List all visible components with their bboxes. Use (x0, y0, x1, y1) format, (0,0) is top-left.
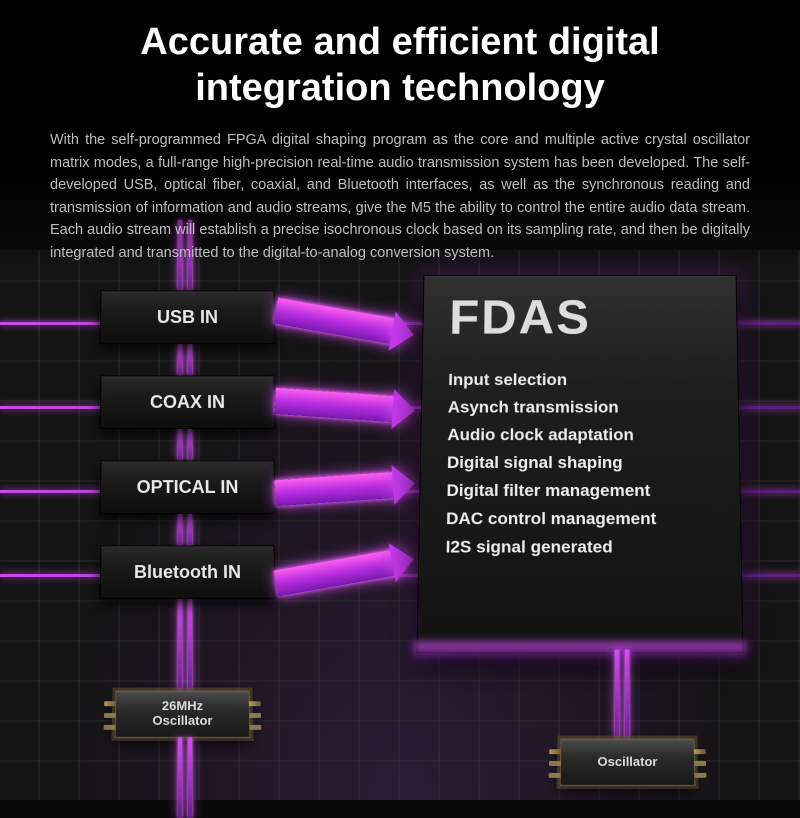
fdas-item: DAC control management (446, 509, 714, 529)
oscillator-freq: 26MHz (162, 699, 203, 714)
arrow-icon (274, 472, 396, 506)
input-label: USB IN (157, 307, 218, 328)
oscillator-label: Oscillator (152, 714, 212, 729)
fdas-item: Input selection (448, 370, 712, 390)
description-text: With the self-programmed FPGA digital sh… (50, 129, 750, 264)
oscillator-label: Oscillator (597, 755, 657, 770)
input-label: COAX IN (150, 392, 225, 413)
fdas-panel: FDAS Input selection Asynch transmission… (416, 275, 743, 653)
header-content: Accurate and efficient digital integrati… (0, 0, 800, 264)
glow-line (615, 650, 619, 738)
input-optical: OPTICAL IN (99, 460, 275, 513)
fdas-item: Asynch transmission (448, 398, 713, 418)
arrow-icon (274, 550, 397, 596)
glow-line (178, 599, 182, 690)
input-usb: USB IN (99, 290, 275, 343)
fdas-item: Audio clock adaptation (447, 425, 713, 445)
fdas-item: Digital filter management (446, 481, 713, 501)
page-title: Accurate and efficient digital integrati… (50, 20, 750, 111)
arrow-icon (274, 388, 396, 422)
glow-line (178, 738, 182, 818)
input-label: OPTICAL IN (137, 477, 239, 498)
fdas-item: Digital signal shaping (447, 453, 713, 473)
glow-line (178, 344, 182, 375)
oscillator-right: Oscillator (560, 739, 696, 786)
diagram-layer: USB IN COAX IN OPTICAL IN Bluetooth IN F… (0, 260, 800, 800)
fdas-title: FDAS (449, 289, 711, 345)
input-coax: COAX IN (99, 375, 275, 428)
glow-line (178, 429, 182, 460)
input-label: Bluetooth IN (134, 562, 241, 583)
arrow-icon (274, 298, 397, 344)
glow-line (178, 514, 182, 545)
oscillator-left: 26MHz Oscillator (115, 691, 251, 738)
fdas-item: I2S signal generated (445, 537, 714, 557)
input-bluetooth: Bluetooth IN (99, 545, 275, 598)
